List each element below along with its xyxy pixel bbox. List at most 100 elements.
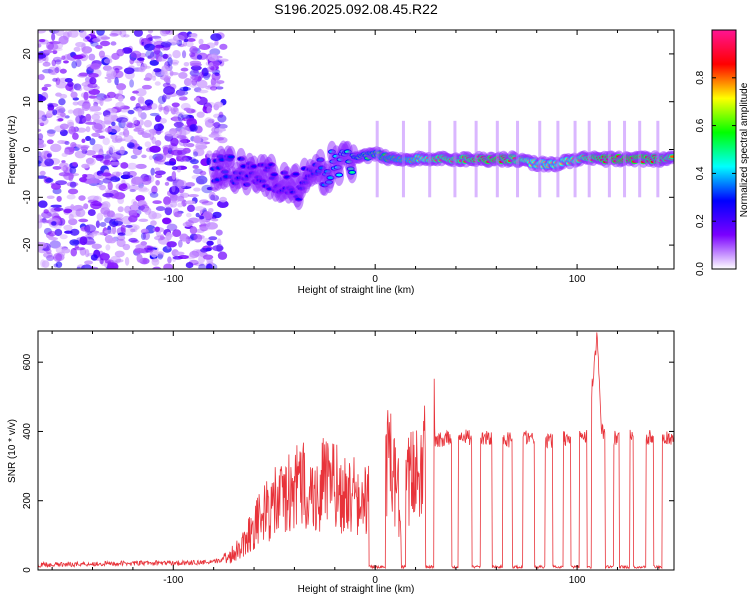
y-tick-label: 20: [22, 48, 33, 60]
heatmap-cell: [180, 114, 193, 119]
heatmap-cell: [50, 143, 62, 153]
heatmap-cell: [75, 208, 86, 218]
heatmap-cell: [89, 138, 96, 146]
heatmap-cell: [85, 113, 92, 122]
heatmap-cell: [217, 238, 222, 247]
heatmap-cell: [180, 192, 190, 198]
heatmap-cell: [64, 148, 70, 155]
heatmap-cell: [213, 121, 221, 128]
snr-ticks: -100 0 100 0 200 400 600: [22, 331, 674, 586]
snr-series-line: [38, 332, 674, 570]
heatmap-cell: [164, 206, 173, 216]
heatmap-cell: [215, 86, 224, 90]
heatmap-cell: [135, 108, 143, 113]
heatmap-cell: [165, 30, 174, 35]
heatmap-cell: [204, 117, 213, 125]
heatmap-cell: [42, 49, 53, 54]
heatmap-cell: [143, 43, 156, 51]
heatmap-cell: [217, 200, 229, 208]
heatmap-cell: [199, 199, 209, 204]
heatmap-cell: [116, 238, 126, 248]
heatmap-cell: [127, 210, 138, 214]
heatmap-cell: [161, 65, 170, 73]
heatmap-cell: [47, 256, 55, 260]
heatmap-cell: [90, 254, 98, 261]
heatmap-cell: [102, 137, 110, 146]
heatmap-cell: [206, 106, 212, 114]
heatmap-cell: [212, 211, 222, 219]
heatmap-cell: [114, 250, 125, 258]
heatmap-cell: [108, 146, 114, 156]
heatmap-cell: [145, 50, 155, 59]
heatmap-cell: [99, 258, 104, 265]
heatmap-cell: [73, 83, 82, 91]
heatmap-cell: [121, 118, 129, 128]
heatmap-cell: [172, 62, 179, 66]
heatmap-cell: [130, 154, 138, 160]
heatmap-cell: [61, 152, 68, 158]
snr-marks: [38, 332, 674, 570]
heatmap-cell: [192, 151, 199, 157]
heatmap-cell: [538, 120, 542, 198]
heatmap-cell: [214, 101, 224, 108]
x-tick-label: 100: [569, 575, 586, 586]
heatmap-cell: [151, 185, 158, 194]
heatmap-cell: [43, 251, 53, 258]
heatmap-cell: [227, 155, 234, 159]
heatmap-cell: [129, 79, 134, 88]
heatmap-cell: [76, 266, 81, 269]
heatmap-cell: [148, 155, 154, 161]
heatmap-cell: [118, 88, 124, 97]
heatmap-cell: [42, 61, 51, 67]
heatmap-cell: [169, 72, 179, 76]
heatmap-cell: [154, 226, 160, 232]
heatmap-cell: [186, 142, 195, 148]
heatmap-cell: [183, 38, 189, 43]
heatmap-cell: [202, 211, 213, 220]
heatmap-cell: [149, 112, 160, 117]
heatmap-cell: [62, 31, 70, 41]
heatmap-cell: [125, 224, 133, 228]
snr-frame: [37, 330, 675, 571]
heatmap-cell: [516, 120, 520, 198]
heatmap-cell: [61, 55, 66, 61]
heatmap-cell: [587, 120, 591, 198]
heatmap-cell: [131, 176, 143, 186]
heatmap-cell: [47, 43, 59, 51]
heatmap-cell: [214, 128, 227, 132]
heatmap-cell: [63, 60, 69, 64]
heatmap-cell: [100, 36, 111, 40]
snr-y-label: SNR (10 * v/v): [7, 419, 18, 483]
heatmap-cell: [52, 49, 58, 55]
heatmap-cell: [93, 97, 103, 105]
heatmap-cell: [98, 50, 106, 58]
heatmap-cell: [103, 94, 111, 99]
heatmap-cell: [176, 89, 186, 98]
heatmap-cell: [189, 46, 198, 55]
heatmap-cell: [215, 229, 223, 236]
heatmap-cell: [623, 120, 627, 198]
heatmap-cell: [69, 239, 80, 246]
heatmap-cell: [111, 151, 122, 160]
heatmap-cell: [198, 263, 207, 269]
heatmap-cell: [189, 70, 201, 76]
heatmap-cell: [55, 261, 63, 268]
heatmap-cell: [38, 142, 47, 148]
heatmap-cell: [141, 176, 152, 186]
heatmap-cell: [45, 41, 54, 50]
heatmap-cell: [55, 106, 66, 114]
heatmap-cell: [110, 176, 121, 183]
heatmap-cell: [167, 256, 172, 264]
heatmap-cell: [193, 233, 203, 243]
x-tick-label: 0: [372, 575, 378, 586]
heatmap-cell: [173, 106, 178, 113]
heatmap-cell: [198, 71, 205, 79]
heatmap-cell: [106, 91, 116, 99]
heatmap-cell: [143, 77, 151, 81]
heatmap-cell: [165, 153, 173, 159]
heatmap-cell: [151, 70, 157, 78]
heatmap-cell: [111, 220, 124, 226]
heatmap-cell: [84, 224, 97, 233]
heatmap-cell: [38, 95, 47, 102]
heatmap-cell: [77, 86, 83, 91]
